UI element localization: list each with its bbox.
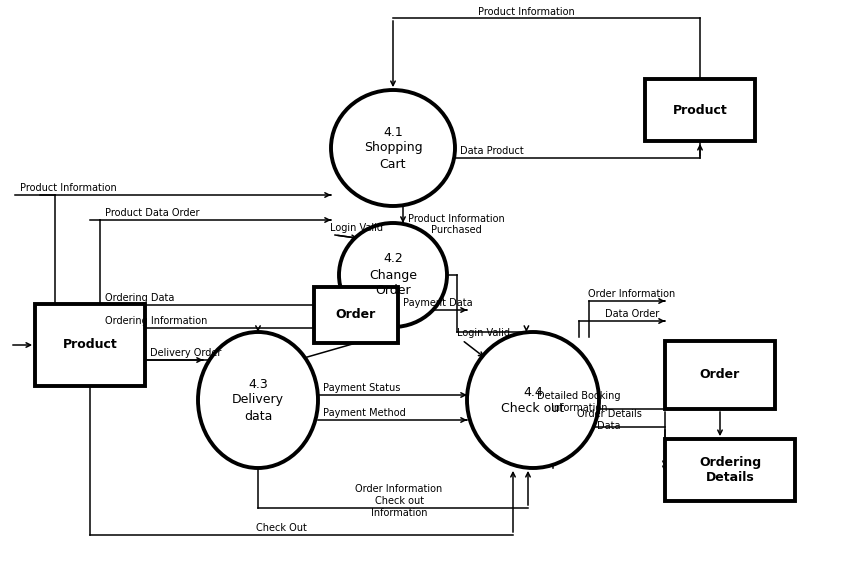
Text: Payment Method: Payment Method (323, 408, 405, 418)
FancyBboxPatch shape (35, 304, 145, 386)
Text: Order: Order (700, 369, 740, 382)
Ellipse shape (467, 332, 599, 468)
Text: Ordering Data: Ordering Data (105, 293, 174, 303)
Text: Login Valid: Login Valid (457, 328, 510, 338)
Text: Ordering Information: Ordering Information (105, 316, 207, 326)
Text: Data Product: Data Product (460, 146, 524, 156)
Text: Order: Order (336, 309, 376, 321)
Text: Product Information: Product Information (478, 7, 575, 17)
FancyBboxPatch shape (665, 439, 795, 501)
Text: 4.1
Shopping
Cart: 4.1 Shopping Cart (364, 125, 422, 170)
Text: Data Order: Data Order (605, 309, 659, 319)
Text: Login Valid: Login Valid (330, 223, 383, 233)
Text: Payment Data: Payment Data (403, 298, 473, 308)
FancyBboxPatch shape (314, 287, 398, 343)
Ellipse shape (331, 90, 455, 206)
FancyBboxPatch shape (645, 79, 755, 141)
Text: Product Information: Product Information (20, 183, 116, 193)
Text: 4.2
Change
Order: 4.2 Change Order (369, 252, 417, 297)
Text: Detailed Booking
Information: Detailed Booking Information (537, 391, 620, 413)
Ellipse shape (339, 223, 447, 327)
Text: 4.4
Check out: 4.4 Check out (502, 386, 564, 415)
Text: Product Data Order: Product Data Order (105, 208, 200, 218)
Text: Order Information: Order Information (588, 289, 676, 299)
Text: Product: Product (672, 103, 728, 116)
Text: 4.3
Delivery
data: 4.3 Delivery data (232, 378, 284, 423)
Text: Order Information
Check out
Information: Order Information Check out Information (355, 484, 443, 518)
Text: Check Out: Check Out (256, 523, 307, 533)
Text: Ordering
Details: Ordering Details (699, 456, 761, 484)
Text: Payment Status: Payment Status (323, 383, 400, 393)
Text: Order Details
Data: Order Details Data (576, 409, 642, 431)
Text: Product Information
Purchased: Product Information Purchased (408, 214, 505, 235)
Text: Product: Product (63, 338, 117, 351)
Ellipse shape (198, 332, 318, 468)
Text: Delivery Order: Delivery Order (150, 348, 221, 358)
FancyBboxPatch shape (665, 341, 775, 409)
